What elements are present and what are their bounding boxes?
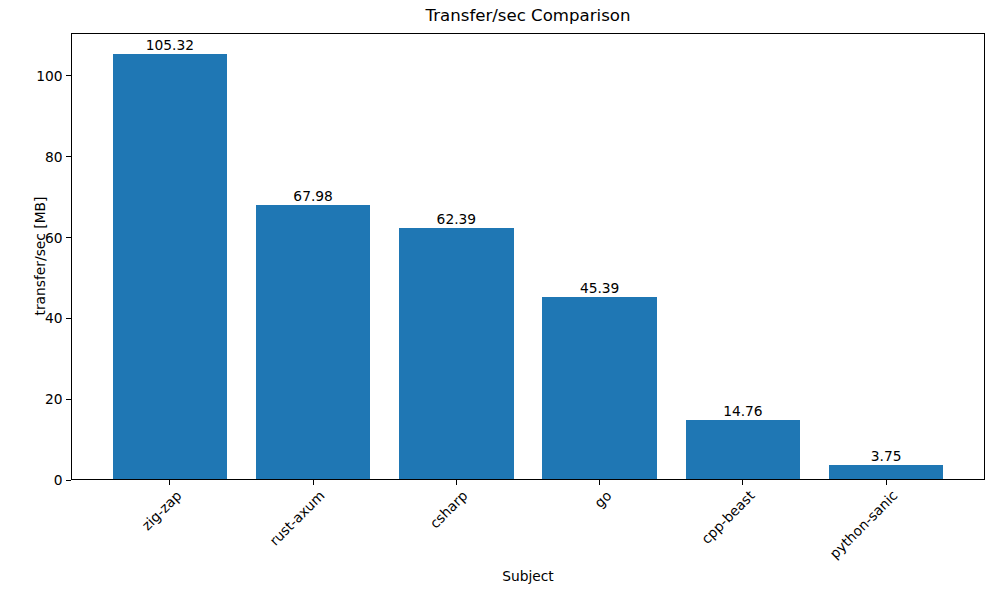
x-tick-label: zig-zap xyxy=(139,488,184,533)
bar-value-label: 105.32 xyxy=(146,38,194,52)
bar-csharp xyxy=(399,228,514,479)
bar-cpp-beast xyxy=(686,420,801,479)
y-tick-mark xyxy=(66,399,71,400)
x-tick-mark xyxy=(456,480,457,485)
x-tick-label: go xyxy=(591,488,613,510)
bar-rust-axum xyxy=(256,205,371,479)
x-tick-mark xyxy=(599,480,600,485)
x-tick-label: python-sanic xyxy=(827,488,900,561)
x-tick-mark xyxy=(313,480,314,485)
x-tick-mark xyxy=(169,480,170,485)
x-tick-label: csharp xyxy=(428,488,471,531)
x-tick-label: cpp-beast xyxy=(699,488,757,546)
y-axis-label: transfer/sec [MB] xyxy=(32,197,48,316)
bar-go xyxy=(542,297,657,479)
y-tick-label: 0 xyxy=(23,473,63,487)
bar-value-label: 62.39 xyxy=(437,212,477,226)
bar-zig-zap xyxy=(113,54,228,479)
y-tick-mark xyxy=(66,318,71,319)
bar-chart-figure: Transfer/sec Comparison transfer/sec [MB… xyxy=(0,0,1000,600)
chart-title: Transfer/sec Comparison xyxy=(71,6,985,26)
y-tick-label: 80 xyxy=(23,150,63,164)
x-tick-label: rust-axum xyxy=(267,488,327,548)
y-tick-mark xyxy=(66,156,71,157)
y-tick-label: 20 xyxy=(23,392,63,406)
bar-value-label: 14.76 xyxy=(723,404,763,418)
y-tick-mark xyxy=(66,75,71,76)
bar-value-label: 45.39 xyxy=(580,281,620,295)
y-tick-label: 100 xyxy=(23,69,63,83)
x-axis-label: Subject xyxy=(71,568,985,584)
y-tick-label: 40 xyxy=(23,311,63,325)
y-tick-label: 60 xyxy=(23,231,63,245)
y-tick-mark xyxy=(66,480,71,481)
y-tick-mark xyxy=(66,237,71,238)
x-tick-mark xyxy=(886,480,887,485)
bar-value-label: 3.75 xyxy=(871,449,902,463)
bar-value-label: 67.98 xyxy=(293,189,333,203)
x-tick-mark xyxy=(742,480,743,485)
bar-python-sanic xyxy=(829,465,944,479)
